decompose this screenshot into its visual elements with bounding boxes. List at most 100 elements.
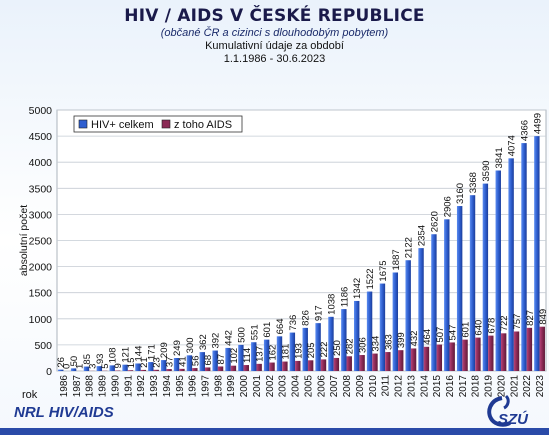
- data-label-aids-1989: 5: [100, 363, 111, 368]
- x-tick-label: 1988: [85, 375, 96, 398]
- data-label-aids-1997: 68: [203, 355, 214, 366]
- bar-hiv-2017: [456, 206, 463, 371]
- chart-period-label: Kumulativní údaje za období: [205, 40, 344, 52]
- x-tick-label: 1989: [98, 375, 109, 398]
- x-tick-label: 2017: [458, 375, 469, 398]
- bar-aids-1993: [153, 369, 159, 371]
- legend-label-aids: z toho AIDS: [174, 119, 232, 131]
- bar-hiv-2005: [302, 327, 308, 371]
- x-tick-label: 2006: [316, 375, 327, 398]
- x-tick-label: 2018: [471, 375, 482, 398]
- bar-aids-1999: [230, 365, 237, 371]
- bar-hiv-2011: [379, 283, 386, 371]
- bar-hiv-2008: [341, 309, 347, 371]
- bar-hiv-1997: [199, 352, 205, 371]
- data-label-hiv-2017: 3160: [455, 183, 466, 204]
- data-label-hiv-2013: 2122: [404, 237, 415, 258]
- x-tick-label: 2001: [252, 375, 263, 398]
- data-label-hiv-1995: 249: [172, 340, 183, 356]
- data-label-hiv-2016: 2906: [442, 196, 453, 217]
- bar-hiv-1991: [122, 364, 128, 371]
- data-label-aids-2002: 162: [268, 345, 279, 361]
- x-tick-label: 2014: [419, 375, 430, 398]
- bar-aids-1992: [140, 369, 147, 371]
- bar-hiv-2004: [289, 332, 296, 371]
- x-tick-label: 2007: [329, 375, 340, 398]
- data-label-aids-2022: 827: [525, 310, 536, 326]
- legend-box: [73, 115, 243, 133]
- y-tick-label: 1000: [29, 314, 53, 326]
- bar-hiv-2015: [431, 234, 437, 371]
- bar-aids-2017: [462, 339, 468, 371]
- bar-hiv-1986: [58, 369, 64, 371]
- bar-hiv-2001: [251, 342, 257, 371]
- data-label-aids-2005: 205: [306, 342, 317, 358]
- x-tick-label: 2019: [484, 375, 495, 398]
- data-label-aids-2017: 601: [461, 322, 472, 338]
- data-label-aids-2004: 193: [293, 343, 304, 359]
- y-tick-label: 5000: [29, 105, 53, 117]
- data-label-hiv-1997: 362: [198, 334, 209, 350]
- bar-aids-1994: [166, 369, 172, 371]
- y-tick-label: 0: [46, 366, 52, 378]
- x-tick-label: 1990: [110, 375, 121, 398]
- data-label-hiv-1994: 209: [159, 342, 170, 358]
- chart-subtitle: (občané ČR a cizinci s dlouhodobým pobyt…: [160, 27, 389, 39]
- data-label-aids-1999: 102: [229, 348, 240, 364]
- y-axis-label: absolutní počet: [18, 205, 30, 276]
- bar-aids-2015: [436, 344, 443, 371]
- x-tick-label: 2021: [509, 375, 520, 398]
- data-label-aids-2008: 282: [345, 338, 356, 354]
- chart-header: HIV / AIDS V ČESKÉ REPUBLICE (občané ČR …: [0, 6, 549, 65]
- szu-logo-icon: [487, 394, 511, 427]
- bar-hiv-1993: [148, 362, 154, 371]
- data-label-aids-2020: 722: [499, 315, 510, 331]
- data-label-hiv-2003: 664: [275, 318, 286, 334]
- data-label-aids-1995: 41: [177, 356, 188, 367]
- bar-aids-1991: [127, 370, 134, 371]
- x-tick-label: 1986: [59, 375, 70, 398]
- data-label-hiv-2008: 1186: [339, 287, 350, 307]
- bar-aids-2009: [359, 355, 365, 371]
- bar-hiv-2014: [418, 248, 424, 371]
- bar-hiv-1989: [96, 366, 103, 371]
- data-label-hiv-2000: 500: [236, 327, 247, 343]
- bar-hiv-2018: [469, 195, 476, 371]
- data-label-hiv-2019: 3590: [481, 160, 492, 181]
- data-label-hiv-2020: 3841: [494, 147, 505, 168]
- data-label-hiv-2001: 551: [249, 324, 260, 340]
- x-tick-label: 2008: [342, 375, 353, 398]
- data-label-aids-1998: 87: [216, 354, 227, 365]
- data-label-hiv-1993: 171: [146, 344, 157, 360]
- footer-lab-name: NRL HIV/AIDS: [14, 404, 114, 421]
- x-tick-label: 2011: [381, 375, 392, 397]
- data-label-hiv-1989: 93: [95, 354, 106, 365]
- bar-aids-1997: [204, 367, 211, 371]
- bar-aids-2014: [423, 346, 430, 371]
- bar-aids-2002: [269, 362, 275, 371]
- x-tick-label: 2016: [445, 375, 456, 398]
- bar-hiv-1987: [70, 368, 77, 371]
- x-tick-label: 2015: [432, 375, 443, 398]
- data-label-hiv-1992: 144: [133, 346, 144, 362]
- bar-hiv-2006: [315, 323, 321, 371]
- bar-hiv-1999: [225, 347, 231, 371]
- x-tick-label: 2002: [265, 375, 276, 398]
- data-label-aids-1988: 3: [87, 364, 98, 369]
- x-tick-label: 2012: [394, 375, 405, 398]
- chart-period-dates: 1.1.1986 - 30.6.2023: [223, 53, 326, 65]
- data-label-hiv-2021: 4074: [507, 135, 518, 156]
- data-label-hiv-1987: 50: [69, 356, 80, 367]
- data-label-hiv-2015: 2620: [429, 211, 440, 232]
- data-label-aids-1986: 0: [62, 364, 73, 369]
- data-label-aids-2021: 757: [512, 314, 523, 330]
- data-label-aids-1987: 1: [75, 364, 86, 369]
- y-tick-label: 3500: [29, 183, 53, 195]
- bar-aids-2007: [333, 357, 340, 371]
- data-label-hiv-2022: 4366: [519, 120, 530, 141]
- bar-hiv-2022: [521, 143, 527, 371]
- x-tick-label: 2022: [522, 375, 533, 398]
- y-tick-label: 4500: [29, 131, 53, 143]
- data-label-hiv-2010: 1522: [365, 268, 376, 289]
- x-tick-label: 1993: [149, 375, 160, 398]
